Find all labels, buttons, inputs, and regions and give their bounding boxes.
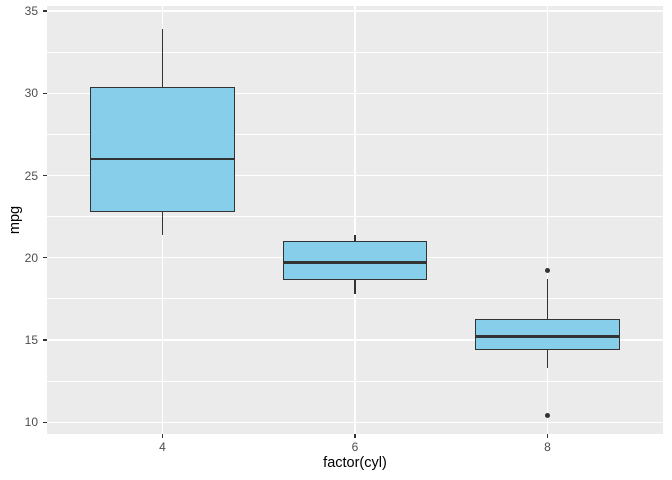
upper-whisker-cyl4 [161,29,164,87]
y-tick-label-35: 35 [24,4,38,18]
y-tick-label-25: 25 [24,168,38,183]
x-axis-title: factor(cyl) [323,455,387,471]
box-cyl6 [282,241,428,280]
median-line-cyl8 [475,335,620,338]
y-tick-mark-35 [43,10,47,12]
plot-panel [47,6,663,434]
y-axis-title: mpg [7,205,23,235]
lower-whisker-cyl6 [354,279,356,294]
lower-whisker-cyl8 [546,349,549,368]
y-tick-label-15: 15 [24,333,38,347]
y-tick-mark-30 [43,92,47,94]
y-tick-label-20: 20 [24,250,38,265]
lower-whisker-cyl4 [161,211,164,235]
y-tick-label-10: 10 [24,415,38,430]
median-line-cyl4 [90,157,235,161]
box-cyl8 [475,319,620,350]
outlier-point-cyl8-19.2 [545,268,550,274]
box-cyl4 [90,86,235,212]
y-tick-label-30: 30 [24,86,38,101]
x-tick-mark-8 [546,434,549,438]
gridline-major-x8 [546,6,549,434]
upper-whisker-cyl8 [546,279,549,320]
gridline-major-x6 [354,6,356,434]
y-tick-mark-25 [43,174,47,177]
outlier-point-cyl8-10.4 [545,413,550,419]
y-tick-mark-15 [43,339,47,341]
x-tick-mark-6 [354,434,356,438]
x-tick-label-4: 4 [159,440,166,454]
upper-whisker-cyl6 [354,234,356,242]
x-tick-label-8: 8 [544,440,551,454]
median-line-cyl6 [282,261,428,264]
x-tick-label-6: 6 [351,440,359,454]
y-tick-mark-20 [43,257,47,259]
y-tick-mark-10 [43,421,47,423]
x-tick-mark-4 [161,434,164,438]
